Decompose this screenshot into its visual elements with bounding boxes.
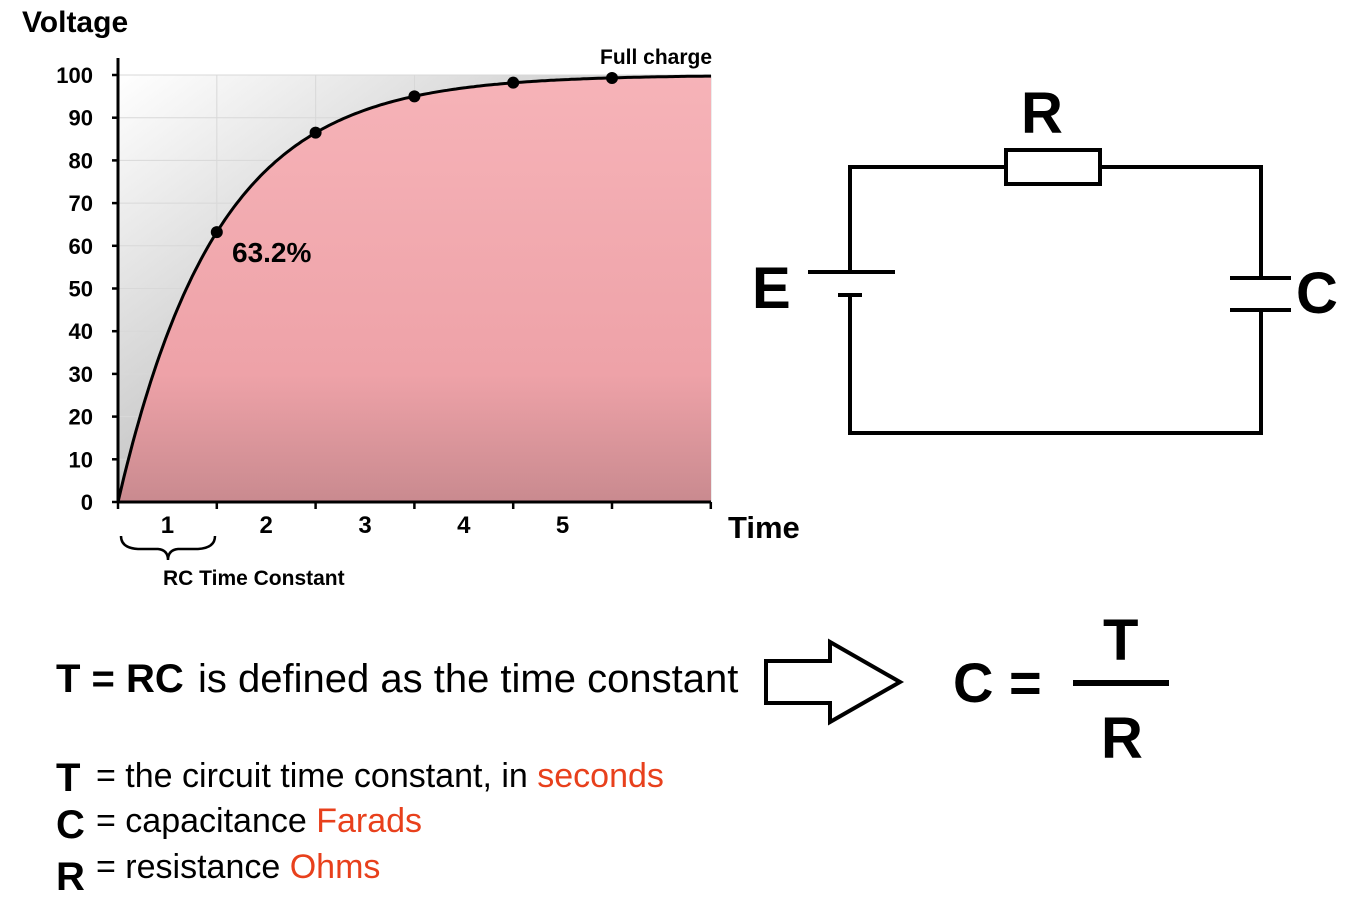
y-tick-label: 20 — [69, 405, 93, 430]
resistor-label: R — [1021, 81, 1063, 146]
definition-unit: Ohms — [290, 848, 381, 886]
data-point — [210, 226, 223, 239]
y-tick-label: 80 — [69, 148, 93, 173]
data-point — [309, 126, 322, 139]
definition-text: = capacitance Farads — [96, 802, 422, 840]
rc-charging-chart: 0 10 20 30 40 50 60 70 80 90 100 1 2 3 4 5 Voltage Tim… — [22, 6, 800, 590]
definition-symbol: R — [56, 855, 85, 899]
x-tick-label: 1 — [161, 512, 174, 539]
capacitor-label: C — [1296, 261, 1338, 326]
definition-capacitance: C = capacitance Farads — [56, 802, 422, 847]
formula-denominator: R — [1101, 706, 1143, 771]
arrow-right-icon — [764, 638, 905, 726]
x-tick-labels: 1 2 3 4 5 — [161, 512, 570, 539]
y-tick-label: 60 — [69, 234, 93, 259]
y-tick-label: 30 — [69, 362, 93, 387]
time-constant-brace — [119, 535, 217, 561]
y-axis-label: Voltage — [22, 6, 128, 39]
rc-circuit — [808, 148, 1291, 435]
definition-body: = the circuit time constant, in — [96, 757, 537, 795]
data-point — [606, 71, 618, 84]
charge-area — [118, 76, 711, 502]
y-tick-label: 0 — [81, 490, 93, 515]
definition-text: = the circuit time constant, in seconds — [96, 757, 664, 795]
definition-text: = resistance Ohms — [96, 848, 380, 886]
definition-unit: seconds — [537, 757, 664, 795]
circuit-wire-top-left — [848, 165, 1006, 272]
formula-lhs: C = — [953, 651, 1042, 714]
definition-body: = resistance — [96, 848, 290, 886]
y-tick-label: 100 — [56, 63, 93, 88]
data-point — [408, 90, 421, 103]
x-tick-label: 2 — [260, 512, 273, 539]
y-tick-labels: 0 10 20 30 40 50 60 70 80 90 100 — [56, 63, 93, 515]
x-axis-label: Time — [728, 510, 800, 545]
y-tick-label: 10 — [69, 447, 93, 472]
definition-symbol: T — [56, 756, 80, 800]
definition-symbol: C — [56, 803, 85, 847]
y-tick-label: 50 — [69, 277, 93, 302]
full-charge-annotation: Full charge — [600, 46, 712, 69]
x-tick-label: 4 — [457, 512, 471, 539]
battery-label: E — [752, 256, 791, 321]
rc-time-constant-label: RC Time Constant — [163, 567, 345, 590]
definitions-list: T = the circuit time constant, in second… — [56, 756, 664, 899]
x-tick-label: 5 — [556, 512, 569, 539]
axes — [112, 58, 713, 509]
percent-annotation: 63.2% — [232, 237, 311, 268]
definition-unit: Farads — [316, 802, 422, 840]
formula-numerator: T — [1103, 608, 1138, 673]
circuit-wire-top-right — [1100, 165, 1263, 278]
resistor-symbol — [1004, 148, 1102, 186]
y-tick-label: 40 — [69, 319, 93, 344]
y-tick-label: 90 — [69, 106, 93, 131]
equation-lhs: T = RC — [56, 657, 184, 701]
y-tick-label: 70 — [69, 191, 93, 216]
definition-body: = capacitance — [96, 802, 316, 840]
data-point — [507, 76, 520, 89]
data-points — [210, 71, 618, 239]
equation-description: is defined as the time constant — [198, 657, 738, 701]
definition-time: T = the circuit time constant, in second… — [56, 756, 664, 800]
definition-resistance: R = resistance Ohms — [56, 848, 380, 899]
circuit-wire-bottom — [848, 295, 1263, 435]
x-tick-label: 3 — [358, 512, 371, 539]
